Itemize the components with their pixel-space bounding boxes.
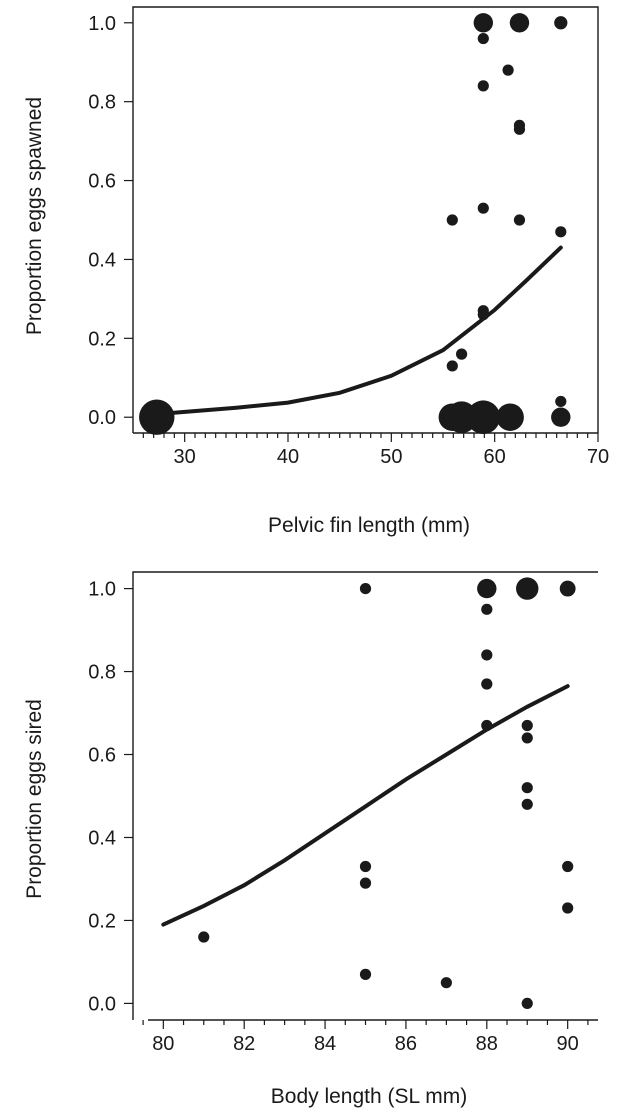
data-point: [198, 931, 210, 943]
y-tick-label: 0.0: [88, 993, 116, 1015]
data-point: [139, 399, 175, 435]
x-tick-labels: 30 40 50 60 70: [174, 446, 610, 468]
data-points: [139, 13, 571, 435]
data-point: [513, 123, 526, 135]
data-point: [446, 214, 458, 226]
x-tick-label: 40: [277, 446, 299, 468]
data-point: [554, 16, 568, 30]
x-tick-label: 80: [152, 1033, 174, 1055]
panel-frame: [132, 6, 599, 433]
x-axis-title: Pelvic fin length (mm): [268, 514, 470, 537]
x-tick-label: 60: [484, 446, 506, 468]
y-axis-title: Proportion eggs sired: [23, 699, 46, 899]
y-tick-label: 0.2: [88, 910, 116, 932]
data-point: [516, 577, 539, 600]
minor-ticks: [142, 1020, 589, 1025]
y-tick-labels: 0.0 0.2 0.4 0.6 0.8 1.0: [88, 13, 116, 429]
fitted-curve: [154, 245, 563, 417]
data-point: [440, 977, 452, 989]
data-point: [562, 902, 574, 914]
x-tick-label: 86: [395, 1033, 417, 1055]
data-point: [562, 860, 574, 873]
x-tick-label: 90: [557, 1033, 579, 1055]
minor-ticks: [142, 433, 589, 438]
data-point: [477, 578, 497, 599]
panel-frame: [132, 571, 598, 1020]
y-tick-label: 0.4: [88, 249, 116, 271]
y-tick-label: 0.8: [88, 662, 116, 684]
x-ticks: [162, 1020, 569, 1029]
x-tick-label: 70: [587, 446, 609, 468]
data-point: [477, 202, 489, 214]
y-tick-label: 0.6: [88, 745, 116, 767]
data-point: [521, 997, 533, 1010]
data-point: [473, 13, 493, 33]
data-point: [359, 860, 372, 873]
data-point: [509, 13, 530, 33]
x-ticks: [184, 433, 599, 442]
data-point: [521, 719, 533, 732]
data-point: [477, 32, 489, 45]
y-axis-title: Proportion eggs spawned: [23, 97, 46, 335]
x-tick-label: 50: [380, 446, 402, 468]
data-point: [481, 649, 493, 661]
data-point: [555, 395, 567, 408]
x-tick-label: 30: [174, 446, 196, 468]
y-tick-label: 0.6: [88, 171, 116, 193]
panel-pelvic-fin: 30 40 50 60 70 0.0 0.2 0.4 0.6 0.8 1.0 P…: [23, 6, 610, 537]
data-point: [481, 603, 493, 615]
x-tick-label: 88: [476, 1033, 498, 1055]
y-tick-label: 0.4: [88, 827, 116, 849]
data-point: [559, 580, 576, 597]
data-point: [359, 582, 372, 595]
data-point: [555, 226, 567, 238]
fitted-curve: [161, 684, 570, 927]
data-point: [521, 732, 533, 744]
data-point: [521, 798, 533, 810]
x-axis-title: Body length (SL mm): [271, 1085, 467, 1108]
y-tick-label: 0.0: [88, 407, 116, 429]
y-tick-label: 1.0: [88, 579, 116, 601]
y-tick-label: 1.0: [88, 13, 116, 35]
data-point: [513, 214, 526, 226]
y-ticks: [124, 22, 133, 418]
panel-body-length: 80 82 84 86 88 90 0.0 0.2 0.4 0.6 0.8 1.…: [23, 571, 598, 1108]
data-point: [521, 782, 533, 794]
y-tick-label: 0.8: [88, 92, 116, 114]
data-point: [551, 407, 571, 427]
data-point: [477, 80, 489, 92]
data-point: [502, 64, 514, 76]
x-tick-label: 84: [314, 1033, 336, 1055]
x-tick-labels: 80 82 84 86 88 90: [152, 1033, 579, 1055]
data-point: [466, 400, 501, 435]
data-points: [198, 577, 576, 1010]
y-tick-labels: 0.0 0.2 0.4 0.6 0.8 1.0: [88, 579, 116, 1016]
data-point: [496, 403, 524, 431]
x-tick-label: 82: [233, 1033, 255, 1055]
y-tick-label: 0.2: [88, 328, 116, 350]
y-ticks: [124, 587, 133, 1005]
data-point: [481, 678, 493, 690]
data-point: [359, 877, 372, 889]
data-point: [456, 348, 468, 360]
data-point: [359, 968, 372, 980]
data-point: [446, 360, 458, 372]
